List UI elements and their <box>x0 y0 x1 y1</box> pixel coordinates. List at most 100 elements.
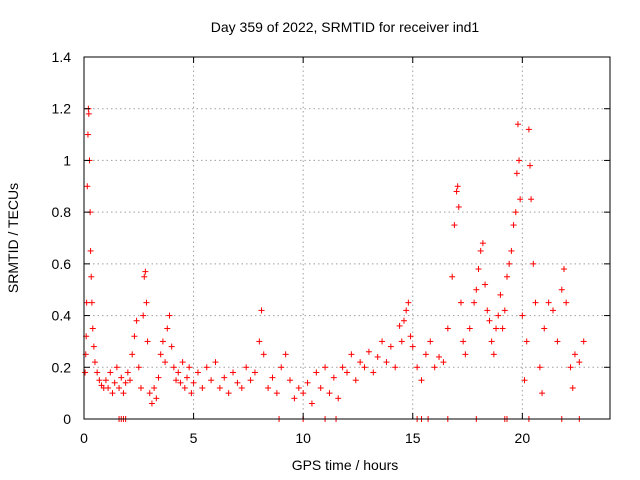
data-point <box>488 338 495 345</box>
data-point <box>208 377 215 384</box>
data-point <box>164 325 171 332</box>
data-point <box>409 343 416 350</box>
data-point <box>260 351 267 358</box>
data-point <box>243 364 250 371</box>
data-point <box>427 338 434 345</box>
data-point <box>141 273 148 280</box>
data-point <box>440 359 447 366</box>
data-point <box>304 379 311 386</box>
data-point <box>414 364 421 371</box>
data-point <box>234 379 241 386</box>
data-point <box>379 338 386 345</box>
data-point <box>370 369 377 376</box>
data-point <box>510 222 517 229</box>
data-point <box>273 390 280 397</box>
data-point <box>516 157 523 164</box>
data-point <box>571 351 578 358</box>
y-tick-label: 0.6 <box>52 256 72 272</box>
data-point <box>539 390 546 397</box>
data-point <box>230 369 237 376</box>
y-tick-label: 1 <box>63 152 71 168</box>
data-point <box>317 384 324 391</box>
data-point <box>352 377 359 384</box>
data-point <box>560 266 567 273</box>
data-point <box>282 351 289 358</box>
data-point <box>422 351 429 358</box>
data-point <box>116 384 123 391</box>
data-point <box>460 338 467 345</box>
data-point <box>569 384 576 391</box>
data-point <box>137 384 144 391</box>
data-point <box>454 183 461 190</box>
data-point <box>256 338 263 345</box>
data-point <box>344 369 350 376</box>
data-point <box>179 359 186 366</box>
data-point <box>157 351 164 358</box>
data-point <box>159 338 166 345</box>
data-point <box>339 364 346 371</box>
data-point <box>536 364 543 371</box>
y-tick-label: 0.2 <box>52 359 72 375</box>
data-point <box>473 286 480 293</box>
data-point <box>94 369 101 376</box>
data-point <box>431 364 438 371</box>
data-point <box>466 325 473 332</box>
data-point <box>457 299 464 306</box>
data-point <box>300 390 307 397</box>
data-point <box>361 364 368 371</box>
data-point <box>91 359 98 366</box>
data-point <box>85 110 92 117</box>
data-point <box>188 390 195 397</box>
data-point <box>558 286 565 293</box>
data-point <box>471 299 478 306</box>
data-point <box>365 348 372 355</box>
data-point <box>105 384 112 391</box>
y-axis-label: SRMTID / TECUs <box>5 183 21 293</box>
data-point <box>517 196 524 203</box>
data-point <box>497 291 504 298</box>
data-point <box>84 131 91 138</box>
data-point <box>265 384 272 391</box>
data-point <box>212 359 219 366</box>
data-point <box>554 338 561 345</box>
data-point <box>186 364 193 371</box>
data-point <box>563 299 570 306</box>
data-point <box>190 379 197 386</box>
data-point <box>144 338 151 345</box>
data-point <box>567 364 574 371</box>
data-point <box>398 338 405 345</box>
y-tick-label: 0.4 <box>52 308 72 324</box>
data-point <box>175 369 182 376</box>
data-point <box>155 374 162 381</box>
data-point <box>120 390 127 397</box>
data-point <box>194 369 201 376</box>
data-point <box>129 351 136 358</box>
data-point <box>322 364 329 371</box>
data-point <box>170 364 177 371</box>
chart-title: Day 359 of 2022, SRMTID for receiver ind… <box>211 19 480 35</box>
data-point <box>436 353 443 360</box>
data-point <box>153 395 160 402</box>
data-point <box>109 390 116 397</box>
x-tick-label: 15 <box>405 430 421 446</box>
y-tick-label: 1.4 <box>52 49 72 65</box>
data-point <box>148 400 155 407</box>
data-point <box>374 353 381 360</box>
data-point <box>140 312 147 319</box>
data-point <box>387 343 394 350</box>
data-point <box>269 374 276 381</box>
data-point <box>525 126 532 133</box>
data-point <box>527 162 534 169</box>
data-point <box>335 395 342 402</box>
data-point <box>173 377 180 384</box>
data-point <box>122 379 129 386</box>
x-tick-label: 10 <box>295 430 311 446</box>
data-point <box>199 384 206 391</box>
data-point <box>400 317 407 324</box>
data-point <box>90 343 97 350</box>
data-point <box>177 379 184 386</box>
data-point <box>453 188 460 195</box>
data-point <box>308 400 315 407</box>
data-point <box>146 390 153 397</box>
data-point <box>449 273 456 280</box>
